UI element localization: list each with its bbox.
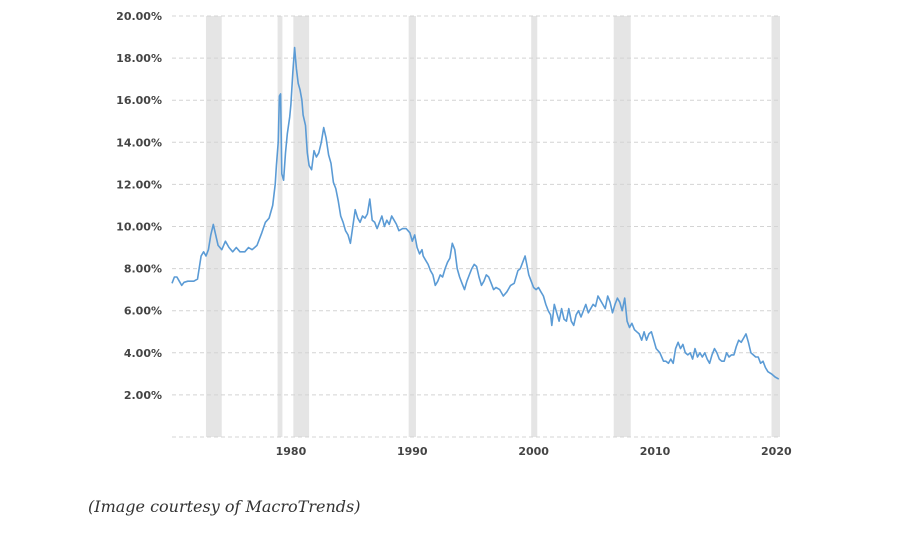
x-tick-label: 2020 [761, 445, 792, 458]
y-tick-label: 6.00% [124, 305, 162, 318]
line-chart: 2.00% 4.00% 6.00% 8.00% 10.00% 12.00% 14.00% 16… [116, 10, 792, 458]
y-tick-label: 12.00% [116, 178, 162, 191]
x-axis-tick-labels: 1980 1990 2000 2010 2020 [276, 445, 792, 458]
y-tick-label: 8.00% [124, 263, 162, 276]
y-tick-label: 16.00% [116, 94, 162, 107]
gridlines [172, 15, 780, 438]
y-tick-label: 18.00% [116, 52, 162, 65]
x-tick-label: 1980 [276, 445, 307, 458]
shaded-period-4 [531, 16, 538, 437]
y-tick-label: 20.00% [116, 10, 162, 23]
y-axis-tick-labels: 2.00% 4.00% 6.00% 8.00% 10.00% 12.00% 14.00% 16… [116, 10, 162, 402]
y-tick-label: 14.00% [116, 136, 162, 149]
x-tick-label: 2000 [518, 445, 549, 458]
series-line [171, 46, 780, 380]
image-caption: (Image courtesy of MacroTrends) [88, 497, 361, 516]
y-tick-label: 10.00% [116, 221, 162, 234]
y-tick-label: 2.00% [124, 389, 162, 402]
x-tick-label: 2010 [640, 445, 671, 458]
y-tick-label: 4.00% [124, 347, 162, 360]
x-tick-label: 1990 [397, 445, 428, 458]
